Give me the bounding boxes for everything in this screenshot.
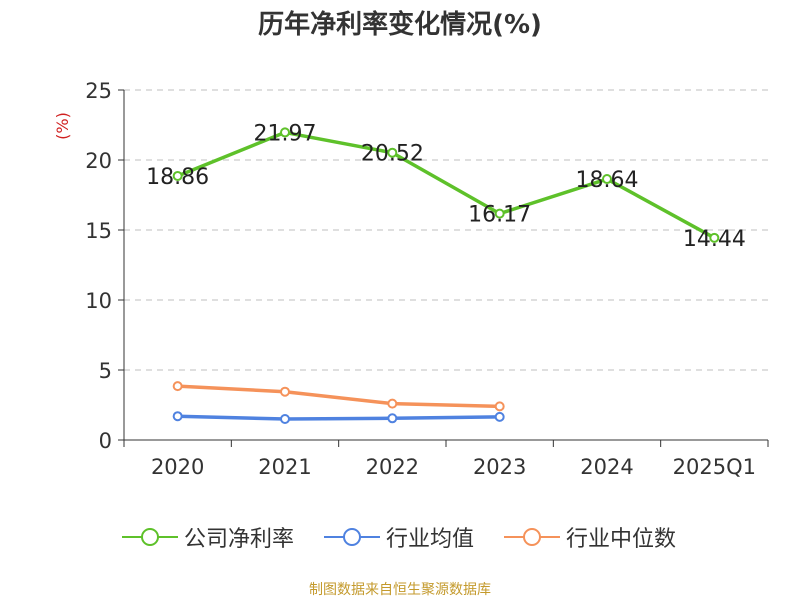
data-label: 14.44 [683, 227, 746, 252]
legend-label: 行业均值 [386, 527, 475, 552]
data-point[interactable] [494, 411, 505, 422]
data-point[interactable] [172, 411, 183, 422]
x-tick-label: 2020 [151, 455, 204, 479]
axes: 0 5 10 15 20 25 2020 2021 2022 2023 2024 2025Q1 [85, 79, 769, 479]
data-label: 18.64 [576, 168, 639, 193]
data-labels: 18.86 21.97 20.52 16.17 18.64 14.44 [146, 121, 746, 251]
series-line [177, 130, 716, 240]
data-point[interactable] [602, 174, 612, 185]
legend: 公司净利率 行业均值 行业中位数 [0, 520, 800, 554]
data-point[interactable] [387, 147, 398, 158]
legend-item-industry-median[interactable]: 行业中位数 [504, 520, 676, 554]
series-line [177, 414, 500, 421]
legend-item-industry-mean[interactable]: 行业均值 [324, 520, 474, 554]
data-point[interactable] [494, 208, 505, 219]
x-tick-label: 2022 [366, 455, 419, 479]
series-line [177, 384, 500, 409]
data-point[interactable] [280, 414, 290, 424]
y-axis-label: (%) [53, 112, 72, 140]
chart-title: 历年净利率变化情况(%) [258, 10, 542, 40]
x-tick-label: 2023 [473, 455, 526, 479]
data-label: 18.86 [146, 165, 209, 190]
y-tick-label: 20 [85, 149, 112, 173]
data-point[interactable] [172, 381, 183, 392]
legend-marker-icon [122, 528, 178, 546]
x-tick-label: 2021 [258, 455, 311, 479]
data-label: 20.52 [361, 142, 424, 167]
y-tick-label: 5 [99, 359, 112, 383]
x-tick-label: 2025Q1 [673, 455, 756, 479]
y-tick-label: 25 [85, 79, 112, 103]
series [172, 127, 720, 424]
legend-item-company[interactable]: 公司净利率 [122, 520, 294, 554]
data-label: 21.97 [254, 121, 317, 146]
grid-lines [124, 89, 768, 371]
y-tick-label: 10 [85, 289, 112, 313]
line-chart: 0 5 10 15 20 25 2020 2021 2022 2023 2024 2025Q1 (%)… [53, 79, 769, 479]
legend-label: 公司净利率 [184, 527, 295, 552]
y-tick-label: 0 [99, 429, 112, 453]
source-note: 制图数据来自恒生聚源数据库 [309, 582, 491, 598]
legend-marker-icon [324, 528, 380, 546]
x-tick-label: 2024 [580, 455, 633, 479]
data-point[interactable] [494, 401, 505, 412]
data-point[interactable] [709, 232, 720, 243]
data-point[interactable] [387, 413, 398, 424]
data-point[interactable] [172, 170, 183, 181]
data-point[interactable] [280, 127, 290, 138]
data-label: 16.17 [468, 203, 531, 228]
data-point[interactable] [280, 386, 290, 397]
legend-label: 行业中位数 [566, 527, 677, 552]
data-point[interactable] [387, 398, 398, 409]
y-tick-label: 15 [85, 219, 112, 243]
legend-marker-icon [504, 528, 560, 546]
